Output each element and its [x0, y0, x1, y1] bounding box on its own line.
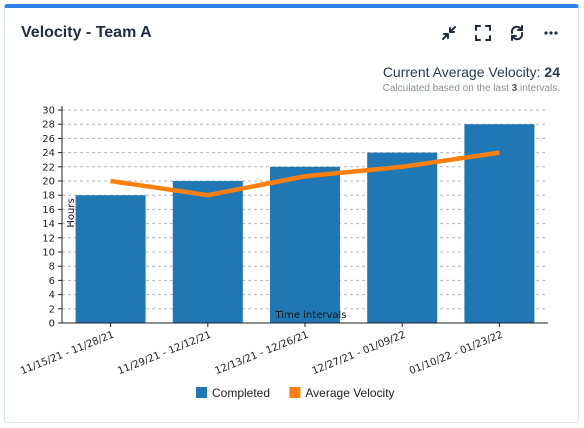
y-tick-label: 12 [42, 233, 55, 244]
summary-label: Current Average Velocity: [382, 64, 545, 80]
fullscreen-icon[interactable] [472, 22, 494, 44]
legend-label: Average Velocity [305, 386, 394, 400]
card-actions [438, 22, 562, 44]
summary-subtext: Calculated based on the last 3 intervals… [383, 83, 560, 94]
y-tick-label: 26 [42, 134, 55, 145]
x-axis-label: Time intervals [275, 310, 347, 321]
legend-label: Completed [212, 386, 270, 400]
legend: Completed Average Velocity [196, 386, 395, 400]
legend-swatch [196, 387, 207, 398]
y-tick-label: 24 [42, 148, 55, 159]
x-tick-label: 11/29/21 - 12/12/21 [116, 330, 213, 378]
summary-sub-prefix: Calculated based on the last [382, 83, 512, 94]
collapse-arrows-icon[interactable] [438, 22, 460, 44]
y-tick-label: 4 [49, 290, 55, 301]
average-velocity-series [110, 150, 500, 198]
refresh-icon[interactable] [506, 22, 528, 44]
bar-completed [172, 181, 243, 323]
y-tick-label: 10 [42, 248, 55, 259]
average-velocity-line [110, 150, 500, 198]
more-dots-icon[interactable] [540, 22, 562, 44]
y-tick-label: 22 [42, 162, 55, 173]
y-tick-label: 6 [49, 276, 55, 287]
x-tick-label: 12/13/21 - 12/26/21 [213, 330, 310, 378]
y-tick-label: 8 [49, 262, 55, 273]
y-tick-label: 28 [42, 120, 55, 131]
x-tick-label: 11/15/21 - 11/28/21 [19, 330, 116, 378]
y-tick-label: 16 [42, 205, 55, 216]
summary-sub-suffix: intervals. [517, 83, 560, 94]
y-tick-label: 14 [42, 219, 55, 230]
card-title: Velocity - Team A [21, 24, 152, 41]
x-ticks: 11/15/21 - 11/28/21 11/29/21 - 12/12/21 12… [19, 323, 505, 378]
legend-swatch [289, 387, 301, 398]
summary-value: 24 [544, 64, 560, 80]
x-tick-label: 12/27/21 - 01/09/22 [311, 330, 408, 378]
velocity-summary: Current Average Velocity: 24 Calculated … [383, 64, 560, 94]
summary-sub-count: 3 [511, 83, 518, 94]
y-tick-label: 30 [42, 106, 55, 117]
current-average-velocity: Current Average Velocity: 24 [383, 64, 560, 80]
bar-completed [75, 195, 146, 323]
bar-completed [367, 152, 438, 323]
bars [75, 124, 535, 323]
x-tick-label: 01/10/22 - 01/23/22 [408, 330, 505, 378]
y-tick-label: 18 [42, 191, 55, 202]
y-tick-label: 20 [42, 177, 55, 188]
y-tick-label: 0 [49, 319, 55, 330]
bar-completed [270, 166, 340, 323]
y-tick-label: 2 [49, 304, 55, 315]
y-axis-label: Hours [66, 198, 77, 227]
